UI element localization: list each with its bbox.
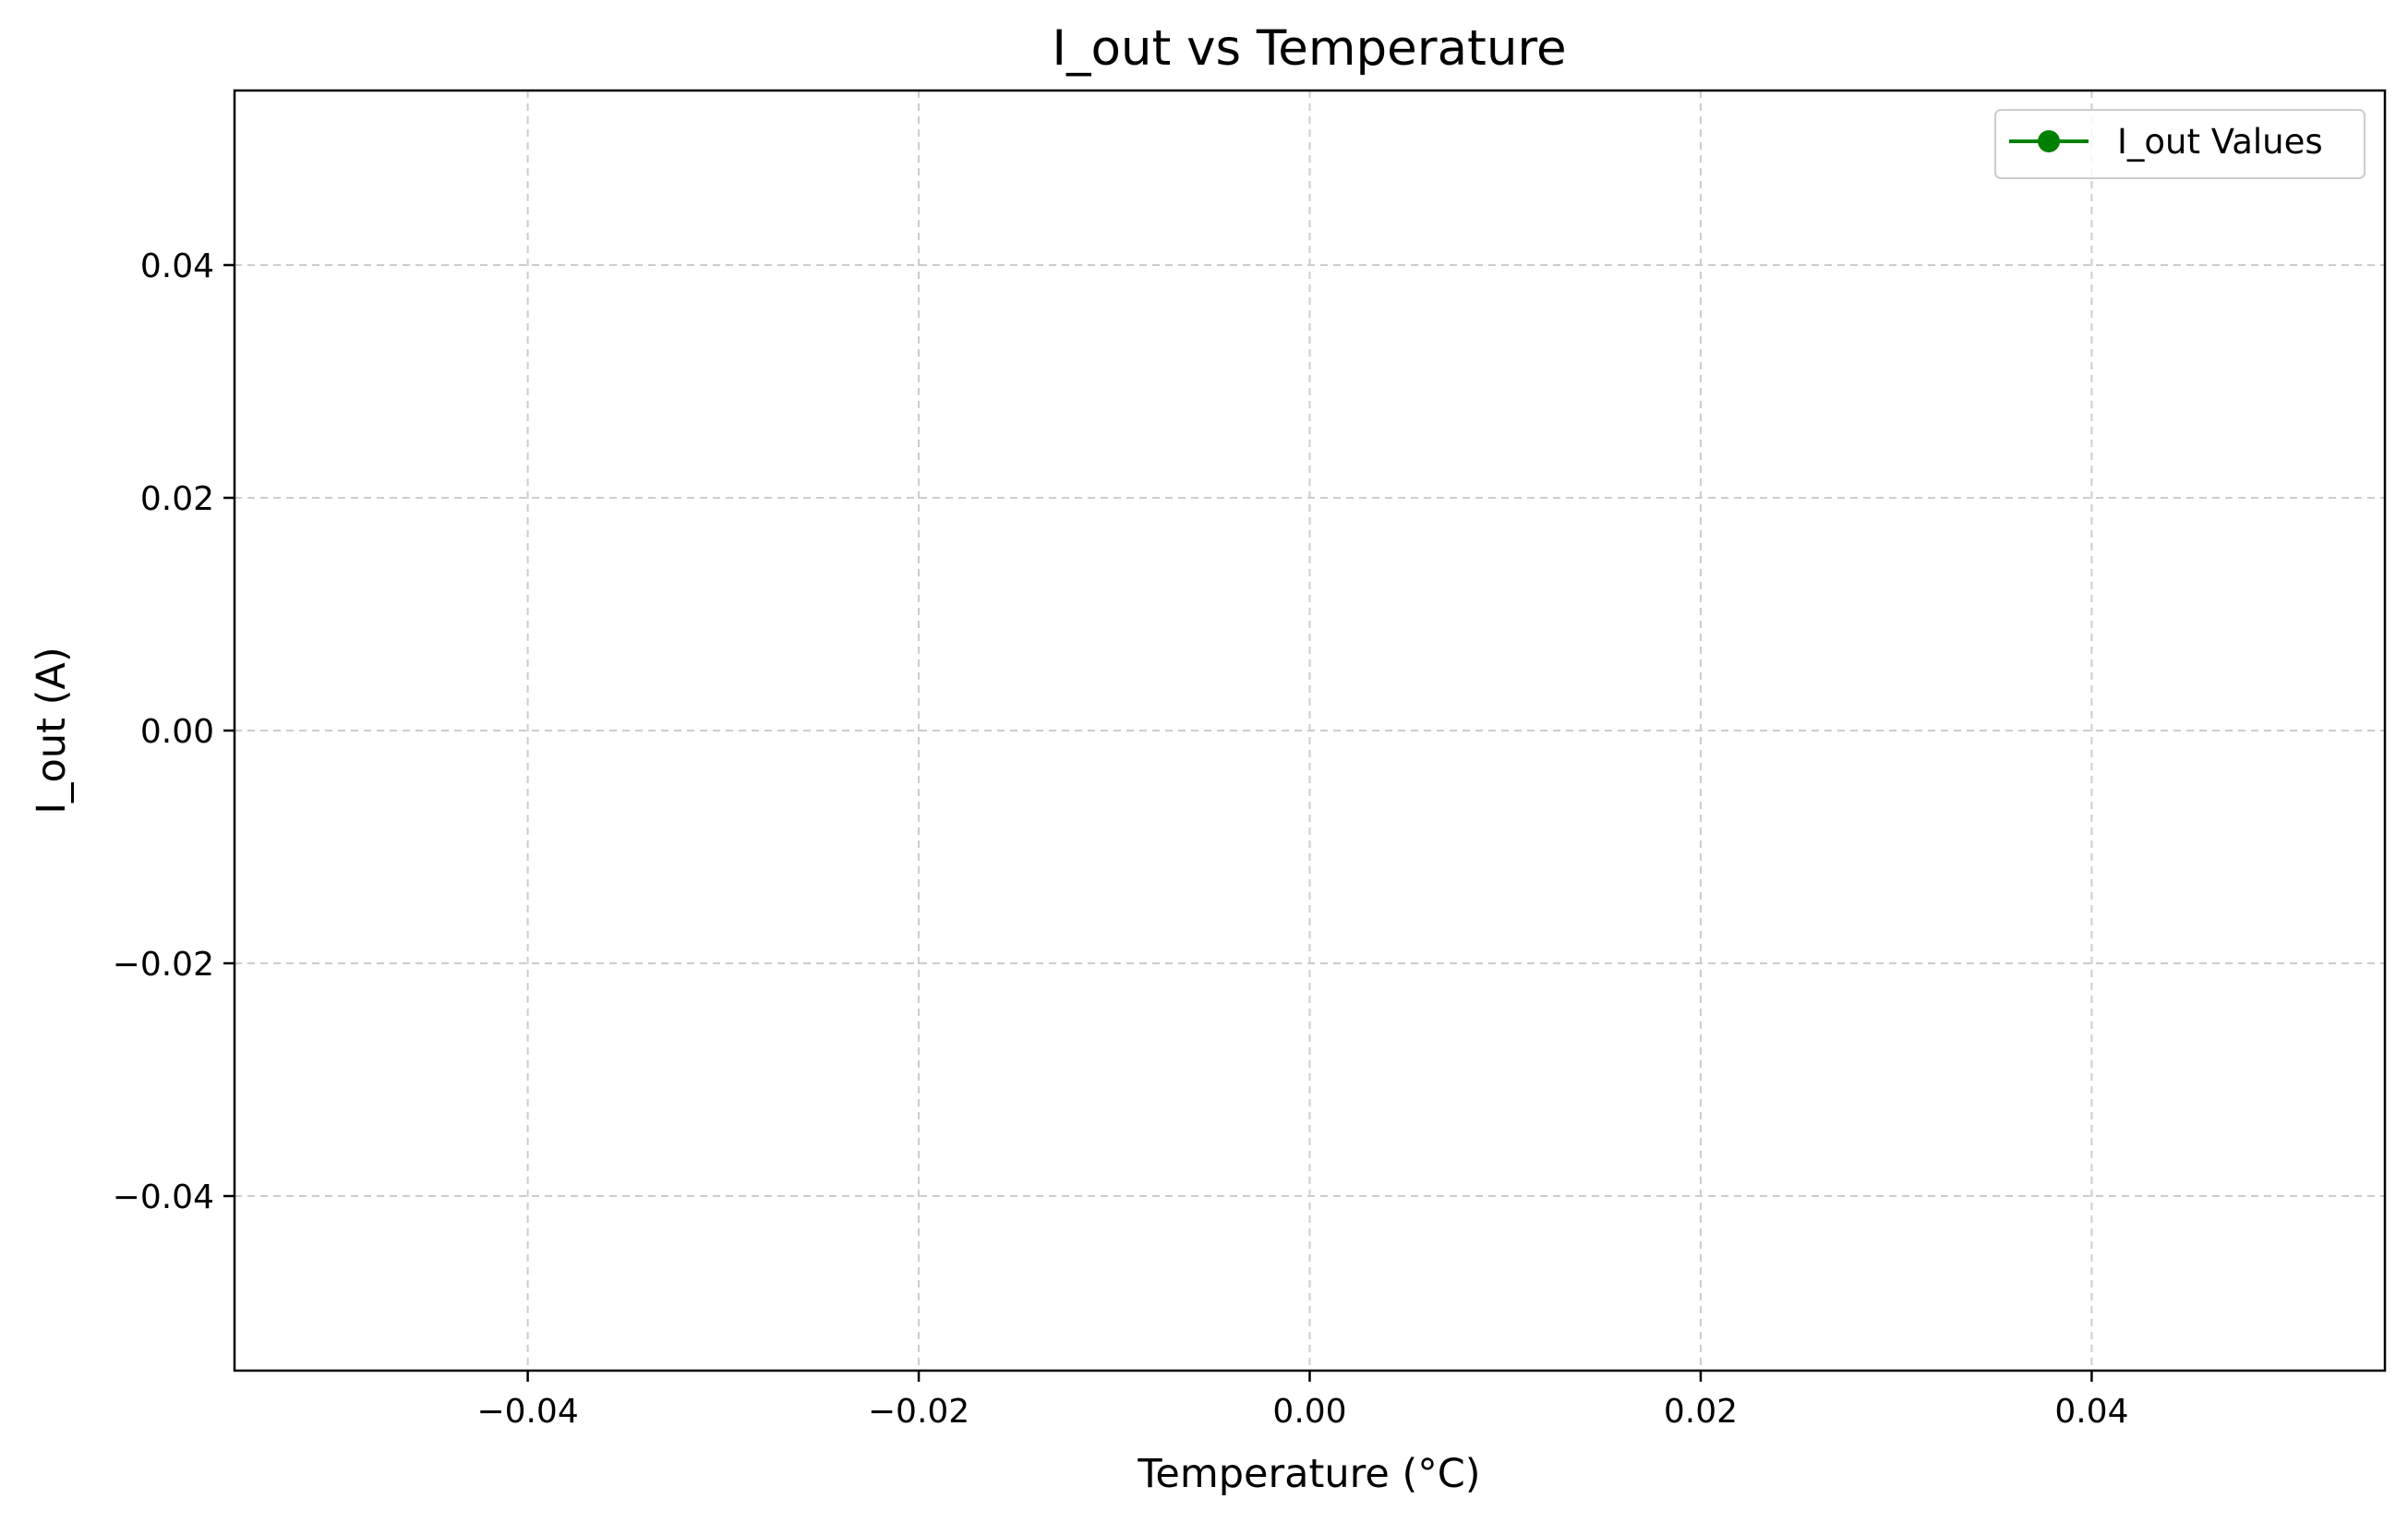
grid-layer [235,91,2385,1371]
y-tick-label: 0.04 [140,248,214,285]
legend-series-label: I_out Values [2117,122,2323,162]
x-tick-label: −0.04 [476,1393,578,1431]
x-axis-label: Temperature (°C) [1137,1451,1480,1497]
legend-box [1994,109,2366,179]
x-tick-label: −0.02 [868,1393,969,1431]
y-tick-label: 0.02 [140,480,214,518]
y-axis-label: I_out (A) [29,647,75,814]
legend-series-marker [2038,130,2060,152]
y-tick-label: 0.00 [140,713,214,751]
x-tick-label: 0.02 [1664,1393,1738,1431]
tick-layer [223,263,2093,1382]
y-tick-label: −0.04 [113,1179,214,1216]
y-tick-label: −0.02 [113,946,214,984]
tick-label-layer: −0.04 −0.02 0.00 0.02 0.04 0.04 0.02 0.00 −0.02 −… [113,248,2129,1431]
legend: I_out Values [1994,109,2366,179]
chart-title: I_out vs Temperature [1052,20,1566,77]
x-tick-label: 0.00 [1272,1393,1346,1431]
x-tick-label: 0.04 [2054,1393,2128,1431]
